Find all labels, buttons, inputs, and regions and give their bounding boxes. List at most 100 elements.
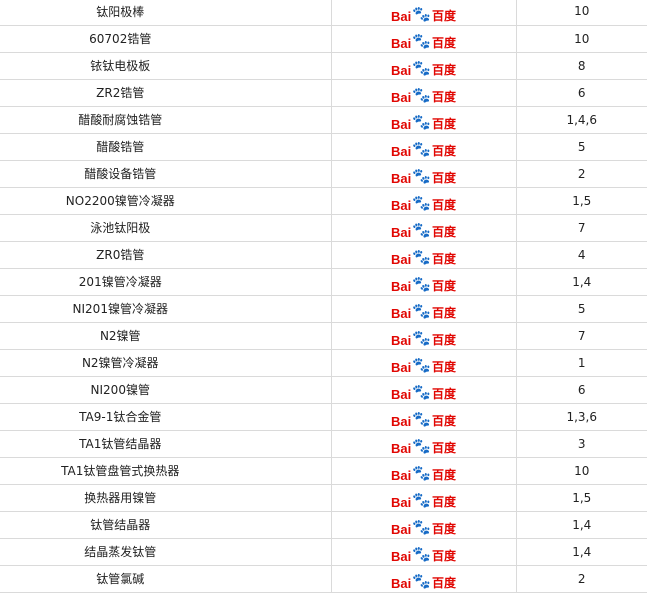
keyword-text: TA1钛管盘管式换热器 (61, 464, 180, 478)
value-cell: 8 (516, 52, 647, 80)
baidu-logo-latin: Bai (391, 90, 412, 105)
baidu-logo-link[interactable]: Bai 🐾 百度 (391, 566, 456, 590)
baidu-logo-latin: Bai (391, 333, 412, 348)
table-row: NO2200镍管冷凝器 Bai 🐾 百度 1,5 (0, 187, 647, 215)
keyword-cell: 醋酸锆管 (0, 133, 332, 161)
baidu-paw-icon: 🐾 (412, 114, 431, 131)
keyword-text: 结晶蒸发钛管 (84, 545, 157, 559)
table-row: ZR2锆管 Bai 🐾 百度 6 (0, 79, 647, 107)
baidu-logo-latin: Bai (391, 549, 412, 564)
keyword-text: TA9-1钛合金管 (79, 410, 162, 424)
baidu-logo-cn: 百度 (431, 90, 456, 104)
baidu-logo-link[interactable]: Bai 🐾 百度 (391, 26, 456, 50)
baidu-logo-link[interactable]: Bai 🐾 百度 (391, 485, 456, 509)
baidu-logo-link[interactable]: Bai 🐾 百度 (391, 404, 456, 428)
baidu-paw-icon: 🐾 (412, 330, 431, 347)
table-row: 201镍管冷凝器 Bai 🐾 百度 1,4 (0, 268, 647, 296)
baidu-logo-link[interactable]: Bai 🐾 百度 (391, 269, 456, 293)
baidu-paw-icon: 🐾 (412, 411, 431, 428)
baidu-logo-latin: Bai (391, 522, 412, 537)
table-row: NI201镍管冷凝器 Bai 🐾 百度 5 (0, 295, 647, 323)
baidu-logo-link[interactable]: Bai 🐾 百度 (391, 458, 456, 482)
baidu-logo-latin: Bai (391, 144, 412, 159)
value-text: 7 (577, 328, 586, 343)
baidu-logo-link[interactable]: Bai 🐾 百度 (391, 512, 456, 536)
value-text: 2 (577, 166, 586, 181)
baidu-logo-latin: Bai (391, 198, 412, 213)
value-cell: 1,4 (516, 268, 647, 296)
value-cell: 1,5 (516, 187, 647, 215)
baidu-logo-link[interactable]: Bai 🐾 百度 (391, 323, 456, 347)
baidu-logo-cn: 百度 (431, 171, 456, 185)
keyword-text: 铱钛电极板 (90, 59, 151, 73)
keyword-text: NO2200镍管冷凝器 (65, 194, 175, 208)
keyword-text: 泳池钛阳极 (90, 221, 151, 235)
baidu-logo-link[interactable]: Bai 🐾 百度 (391, 539, 456, 563)
baidu-logo-link[interactable]: Bai 🐾 百度 (391, 377, 456, 401)
keyword-cell: NI200镍管 (0, 376, 332, 404)
value-text: 6 (577, 85, 586, 100)
keyword-cell: 201镍管冷凝器 (0, 268, 332, 296)
value-cell: 1,4 (516, 511, 647, 539)
value-cell: 10 (516, 25, 647, 53)
value-text: 1,4 (572, 544, 592, 559)
table-row: N2镍管冷凝器 Bai 🐾 百度 1 (0, 349, 647, 377)
value-cell: 5 (516, 133, 647, 161)
table-row: 醋酸耐腐蚀锆管 Bai 🐾 百度 1,4,6 (0, 106, 647, 134)
baidu-logo-cn: 百度 (431, 522, 456, 536)
baidu-paw-icon: 🐾 (412, 492, 431, 509)
baidu-paw-icon: 🐾 (412, 546, 431, 563)
baidu-logo-cn: 百度 (431, 36, 456, 50)
baidu-logo-latin: Bai (391, 63, 412, 78)
keyword-text: TA1钛管结晶器 (79, 437, 162, 451)
value-text: 1,5 (572, 193, 592, 208)
keyword-cell: ZR2锆管 (0, 79, 332, 107)
value-cell: 1,5 (516, 484, 647, 512)
baidu-logo-cn: 百度 (431, 468, 456, 482)
baidu-logo-link[interactable]: Bai 🐾 百度 (391, 350, 456, 374)
value-text: 1,4 (572, 517, 592, 532)
value-cell: 1 (516, 349, 647, 377)
baidu-cell: Bai 🐾 百度 (331, 430, 517, 458)
value-text: 1,4 (572, 274, 592, 289)
baidu-logo-latin: Bai (391, 495, 412, 510)
baidu-cell: Bai 🐾 百度 (331, 457, 517, 485)
table-row: 醋酸设备锆管 Bai 🐾 百度 2 (0, 160, 647, 188)
value-cell: 10 (516, 457, 647, 485)
keyword-text: ZR0锆管 (96, 248, 145, 262)
baidu-logo-cn: 百度 (431, 333, 456, 347)
baidu-cell: Bai 🐾 百度 (331, 133, 517, 161)
value-cell: 1,3,6 (516, 403, 647, 431)
baidu-logo-link[interactable]: Bai 🐾 百度 (391, 188, 456, 212)
baidu-logo-link[interactable]: Bai 🐾 百度 (391, 431, 456, 455)
baidu-paw-icon: 🐾 (412, 5, 431, 23)
keyword-text: N2镍管冷凝器 (81, 356, 159, 370)
value-cell: 4 (516, 241, 647, 269)
value-text: 5 (577, 301, 586, 316)
baidu-logo-link[interactable]: Bai 🐾 百度 (391, 161, 456, 185)
baidu-paw-icon: 🐾 (412, 87, 431, 104)
baidu-logo-latin: Bai (391, 414, 412, 429)
baidu-logo-cn: 百度 (431, 8, 456, 23)
value-cell: 2 (516, 565, 647, 593)
keyword-cell: TA1钛管盘管式换热器 (0, 457, 332, 485)
baidu-logo-link[interactable]: Bai 🐾 百度 (391, 0, 456, 23)
baidu-logo-latin: Bai (391, 306, 412, 321)
baidu-logo-link[interactable]: Bai 🐾 百度 (391, 215, 456, 239)
value-cell: 7 (516, 214, 647, 242)
baidu-paw-icon: 🐾 (412, 60, 431, 77)
baidu-logo-latin: Bai (391, 360, 412, 375)
keyword-text: ZR2锆管 (96, 86, 145, 100)
baidu-logo-link[interactable]: Bai 🐾 百度 (391, 242, 456, 266)
baidu-cell: Bai 🐾 百度 (331, 25, 517, 53)
baidu-logo-link[interactable]: Bai 🐾 百度 (391, 134, 456, 158)
baidu-logo-cn: 百度 (431, 252, 456, 266)
baidu-logo-link[interactable]: Bai 🐾 百度 (391, 80, 456, 104)
baidu-logo-link[interactable]: Bai 🐾 百度 (391, 296, 456, 320)
baidu-logo-link[interactable]: Bai 🐾 百度 (391, 53, 456, 77)
keyword-cell: TA1钛管结晶器 (0, 430, 332, 458)
value-cell: 10 (516, 0, 647, 26)
baidu-logo-link[interactable]: Bai 🐾 百度 (391, 107, 456, 131)
value-text: 2 (577, 571, 586, 586)
baidu-cell: Bai 🐾 百度 (331, 214, 517, 242)
